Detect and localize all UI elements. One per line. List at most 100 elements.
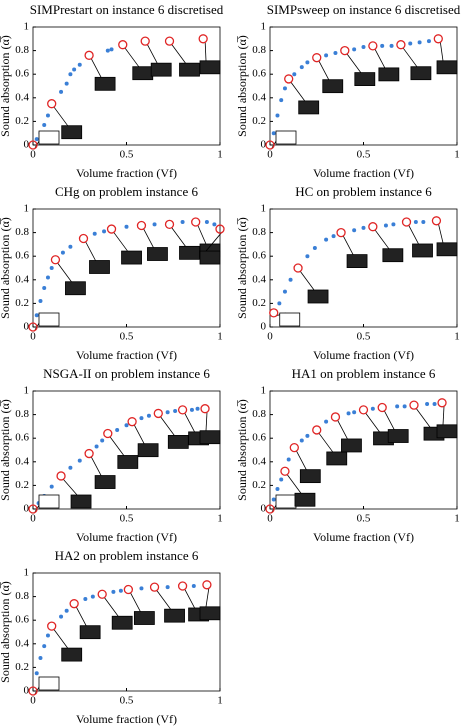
data-point — [426, 39, 431, 44]
x-tick-label: 1 — [454, 149, 460, 161]
data-point — [391, 222, 396, 227]
design-thumbnail — [133, 611, 155, 625]
data-point — [64, 81, 69, 86]
y-axis-label: Sound absorption (α̅) — [0, 35, 12, 137]
y-tick-label: 0 — [24, 503, 30, 515]
arrow — [342, 235, 354, 255]
design-thumbnail — [121, 250, 142, 265]
highlighted-point — [200, 404, 210, 414]
highlighted-point — [103, 428, 113, 439]
data-point — [286, 457, 291, 462]
highlighted-point — [123, 584, 134, 595]
data-point — [59, 614, 64, 619]
subplot: 0 0.5 1 0 0.2 0.4 0.6 0.8 1 NSGA-II on problem in… — [0, 366, 223, 544]
x-axis-label: Volume fraction (Vf) — [76, 348, 177, 362]
highlighted-point — [312, 425, 322, 435]
data-point — [77, 458, 82, 463]
data-point — [299, 65, 304, 70]
highlighted-point — [50, 255, 61, 265]
arrow — [57, 262, 72, 282]
highlighted-point — [127, 417, 137, 427]
y-tick-label: 0 — [24, 139, 30, 151]
arrow — [438, 223, 444, 243]
highlighted-point — [28, 504, 38, 514]
data-point — [102, 229, 107, 234]
data-point — [42, 122, 47, 127]
design-thumbnail — [111, 615, 133, 630]
arrow — [383, 410, 395, 430]
design-thumbnail — [199, 606, 221, 621]
x-tick-label: 0 — [30, 695, 36, 707]
y-tick-label: 0.2 — [252, 479, 266, 491]
data-point — [421, 219, 426, 224]
highlighted-point — [202, 580, 212, 590]
chart-title: HC on problem instance 6 — [295, 184, 432, 199]
highlighted-point — [118, 40, 128, 50]
arrow — [205, 587, 210, 607]
data-point — [331, 234, 336, 239]
y-tick-label: 0.6 — [252, 250, 266, 262]
y-tick-label: 0.2 — [15, 479, 29, 491]
design-thumbnail — [137, 443, 159, 458]
y-tick-label: 0.6 — [252, 68, 266, 80]
y-tick-label: 0.8 — [15, 408, 29, 420]
highlighted-point — [177, 581, 188, 591]
data-point — [282, 289, 287, 294]
data-point — [191, 583, 196, 588]
design-thumbnail — [94, 475, 116, 489]
arrow — [337, 419, 348, 440]
highlighted-point — [47, 99, 57, 109]
chart-title: HA1 on problem instance 6 — [292, 366, 436, 381]
highlighted-point — [312, 53, 322, 63]
data-point — [383, 223, 388, 228]
y-tick-label: 0.2 — [15, 115, 29, 127]
data-point — [42, 286, 47, 291]
x-tick-label: 0 — [30, 513, 36, 525]
data-point — [275, 486, 280, 491]
x-tick-label: 0 — [267, 331, 273, 343]
arrow — [197, 224, 207, 245]
x-tick-label: 0.5 — [357, 331, 371, 343]
data-point — [352, 228, 357, 233]
y-tick-label: 0.4 — [15, 455, 29, 467]
data-point — [212, 222, 217, 227]
x-axis-label: Volume fraction (Vf) — [313, 348, 414, 362]
arrow — [156, 589, 171, 610]
highlighted-point — [280, 466, 290, 476]
data-point — [361, 225, 366, 230]
data-point — [77, 62, 82, 67]
design-thumbnail — [436, 60, 458, 75]
highlighted-point — [330, 412, 341, 422]
data-point — [42, 644, 47, 649]
data-point — [189, 407, 194, 412]
design-thumbnail — [410, 66, 432, 81]
design-thumbnail — [322, 79, 344, 94]
y-tick-label: 0.6 — [15, 250, 29, 262]
x-tick-label: 1 — [217, 513, 223, 525]
arrow — [130, 592, 141, 612]
y-tick-label: 0.6 — [15, 614, 29, 626]
arrow — [442, 405, 445, 425]
design-thumbnail — [38, 130, 60, 145]
highlighted-point — [336, 227, 346, 238]
design-thumbnail — [150, 62, 172, 77]
arrow — [402, 47, 418, 67]
arrow — [318, 432, 334, 453]
y-tick-label: 0.2 — [15, 661, 29, 673]
arrow — [184, 588, 195, 609]
data-point — [49, 484, 54, 489]
y-axis-label: Sound absorption (α̅) — [235, 35, 249, 137]
data-point — [94, 444, 99, 449]
data-point — [45, 275, 50, 280]
highlighted-point — [191, 217, 201, 227]
data-point — [305, 433, 310, 438]
data-point — [277, 301, 282, 306]
design-thumbnail — [294, 492, 316, 507]
arrow — [346, 53, 362, 73]
design-thumbnail — [275, 494, 297, 509]
data-point — [165, 410, 170, 415]
y-axis-label: Sound absorption (α̅) — [0, 581, 12, 683]
highlighted-point — [401, 217, 412, 227]
x-axis-label: Volume fraction (Vf) — [313, 166, 414, 180]
x-tick-label: 0.5 — [357, 513, 371, 525]
